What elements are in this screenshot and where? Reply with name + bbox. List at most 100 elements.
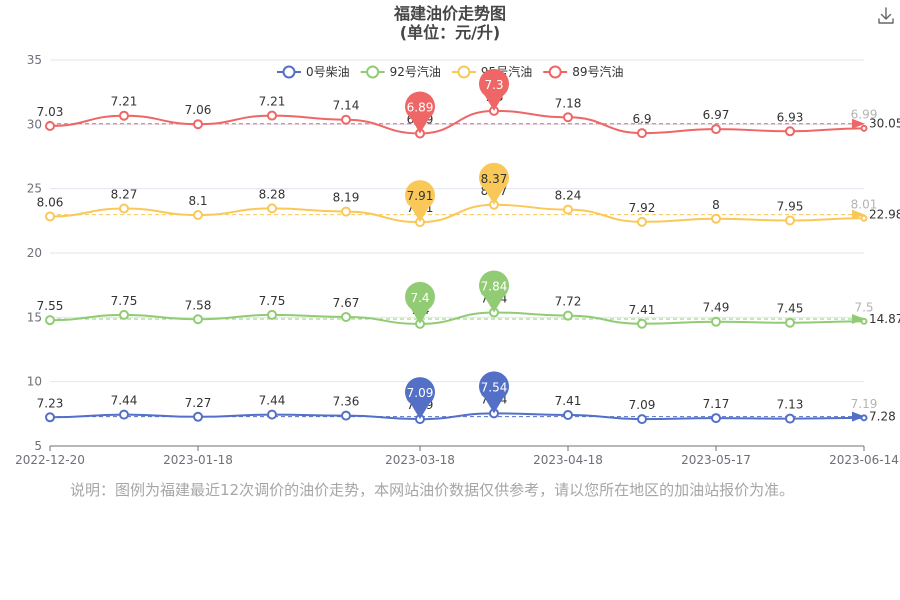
legend-swatch-marker bbox=[457, 65, 471, 79]
max-marker-shape bbox=[479, 270, 510, 313]
data-label: 7.72 bbox=[555, 295, 582, 309]
min-marker: 6.89 bbox=[405, 91, 436, 134]
y-tick-label: 30 bbox=[27, 117, 42, 131]
min-marker-label: 7.09 bbox=[407, 386, 434, 400]
data-label: 8.28 bbox=[259, 187, 286, 201]
average-label: 30.05 bbox=[869, 117, 900, 131]
data-label: 6.97 bbox=[703, 108, 730, 122]
data-label: 7.67 bbox=[333, 296, 360, 310]
y-tick-label: 35 bbox=[27, 53, 42, 67]
y-tick-label: 20 bbox=[27, 246, 42, 260]
data-label: 8.1 bbox=[188, 194, 207, 208]
legend-label: 92号汽油 bbox=[390, 64, 441, 79]
data-point bbox=[711, 316, 721, 327]
legend: 0号柴油 92号汽油 95号汽油 89号汽油 bbox=[277, 64, 623, 79]
data-label: 8.01 bbox=[851, 197, 878, 211]
data-label: 7.21 bbox=[259, 95, 286, 109]
legend-swatch-marker bbox=[282, 65, 296, 79]
average-arrow bbox=[852, 209, 865, 220]
average-arrow bbox=[852, 411, 865, 422]
max-marker: 8.37 bbox=[479, 162, 510, 205]
data-point bbox=[637, 216, 647, 227]
min-marker-shape bbox=[405, 91, 436, 134]
chart-title: 福建油价走势图 bbox=[393, 4, 506, 23]
data-point bbox=[119, 110, 129, 121]
data-point bbox=[860, 214, 868, 222]
data-point bbox=[563, 112, 573, 123]
data-point bbox=[563, 409, 573, 420]
max-marker-label: 7.3 bbox=[484, 78, 503, 92]
data-point bbox=[563, 310, 573, 321]
data-point bbox=[860, 317, 868, 325]
data-label: 6.99 bbox=[851, 107, 878, 121]
legend-label: 0号柴油 bbox=[306, 65, 350, 79]
min-marker-label: 7.91 bbox=[407, 189, 434, 203]
data-point bbox=[45, 211, 55, 222]
data-label: 6.9 bbox=[632, 112, 651, 126]
data-point bbox=[860, 124, 868, 132]
x-tick-label: 2023-06-14 bbox=[829, 453, 899, 467]
data-label: 7.45 bbox=[777, 302, 804, 316]
data-label: 7.44 bbox=[259, 394, 286, 408]
average-arrow bbox=[852, 313, 865, 324]
series-line bbox=[49, 311, 865, 325]
data-label: 7.19 bbox=[851, 397, 878, 411]
data-label: 7.5 bbox=[854, 300, 873, 314]
data-label: 7.13 bbox=[777, 398, 804, 412]
max-marker-label: 7.54 bbox=[481, 380, 508, 394]
data-label: 7.23 bbox=[37, 396, 64, 410]
series-line bbox=[49, 203, 865, 224]
data-label: 7.75 bbox=[259, 294, 286, 308]
chart-title-block: 福建油价走势图 (单位：元/升) bbox=[0, 4, 900, 42]
data-point bbox=[637, 128, 647, 139]
data-label: 7.95 bbox=[777, 199, 804, 213]
data-point bbox=[341, 206, 351, 217]
data-label: 8.06 bbox=[37, 195, 64, 209]
y-tick-label: 10 bbox=[27, 375, 42, 389]
legend-item[interactable]: 89号汽油 bbox=[543, 64, 623, 79]
max-marker: 7.84 bbox=[479, 270, 510, 313]
data-point bbox=[637, 414, 647, 425]
data-point bbox=[563, 204, 573, 215]
legend-item[interactable]: 0号柴油 bbox=[277, 65, 350, 79]
legend-item[interactable]: 92号汽油 bbox=[360, 64, 441, 79]
y-tick-label: 25 bbox=[27, 182, 42, 196]
x-tick-label: 2023-03-18 bbox=[385, 453, 455, 467]
max-marker-shape bbox=[479, 371, 510, 414]
data-point bbox=[637, 318, 647, 329]
data-point bbox=[193, 119, 203, 130]
max-marker-label: 8.37 bbox=[481, 172, 508, 186]
max-marker-label: 7.84 bbox=[481, 279, 508, 293]
min-marker-label: 7.4 bbox=[410, 291, 429, 305]
data-point bbox=[785, 413, 795, 424]
data-point bbox=[711, 124, 721, 135]
max-marker-shape bbox=[479, 162, 510, 205]
data-label: 8.24 bbox=[555, 189, 582, 203]
series-2: 22.98 8.06 8.27 8.1 8.28 8.19 7.91 8.37 8.24 7.92… bbox=[37, 162, 900, 228]
min-marker-shape bbox=[405, 281, 436, 324]
data-label: 7.92 bbox=[629, 201, 656, 215]
legend-label: 89号汽油 bbox=[572, 64, 623, 79]
average-label: 14.87 bbox=[869, 312, 900, 326]
data-label: 7.18 bbox=[555, 96, 582, 110]
data-point bbox=[860, 414, 868, 422]
download-icon[interactable] bbox=[876, 6, 896, 26]
min-marker: 7.91 bbox=[405, 180, 436, 223]
series-line bbox=[49, 109, 865, 135]
data-point bbox=[45, 315, 55, 326]
data-label: 7.36 bbox=[333, 395, 360, 409]
series-0: 7.28 7.23 7.44 7.27 7.44 7.36 7.09 7.54 7.41 7.09… bbox=[37, 371, 896, 425]
data-label: 7.58 bbox=[185, 298, 212, 312]
max-marker: 7.54 bbox=[479, 371, 510, 414]
data-point bbox=[193, 411, 203, 422]
data-point bbox=[267, 309, 277, 320]
x-tick-label: 2023-05-17 bbox=[681, 453, 751, 467]
data-label: 7.49 bbox=[703, 301, 730, 315]
data-point bbox=[785, 126, 795, 137]
max-marker-shape bbox=[478, 68, 510, 111]
data-label: 7.41 bbox=[629, 303, 656, 317]
data-label: 8.27 bbox=[111, 187, 138, 201]
data-label: 7.75 bbox=[111, 294, 138, 308]
data-point bbox=[267, 203, 277, 214]
data-label: 7.14 bbox=[333, 99, 360, 113]
